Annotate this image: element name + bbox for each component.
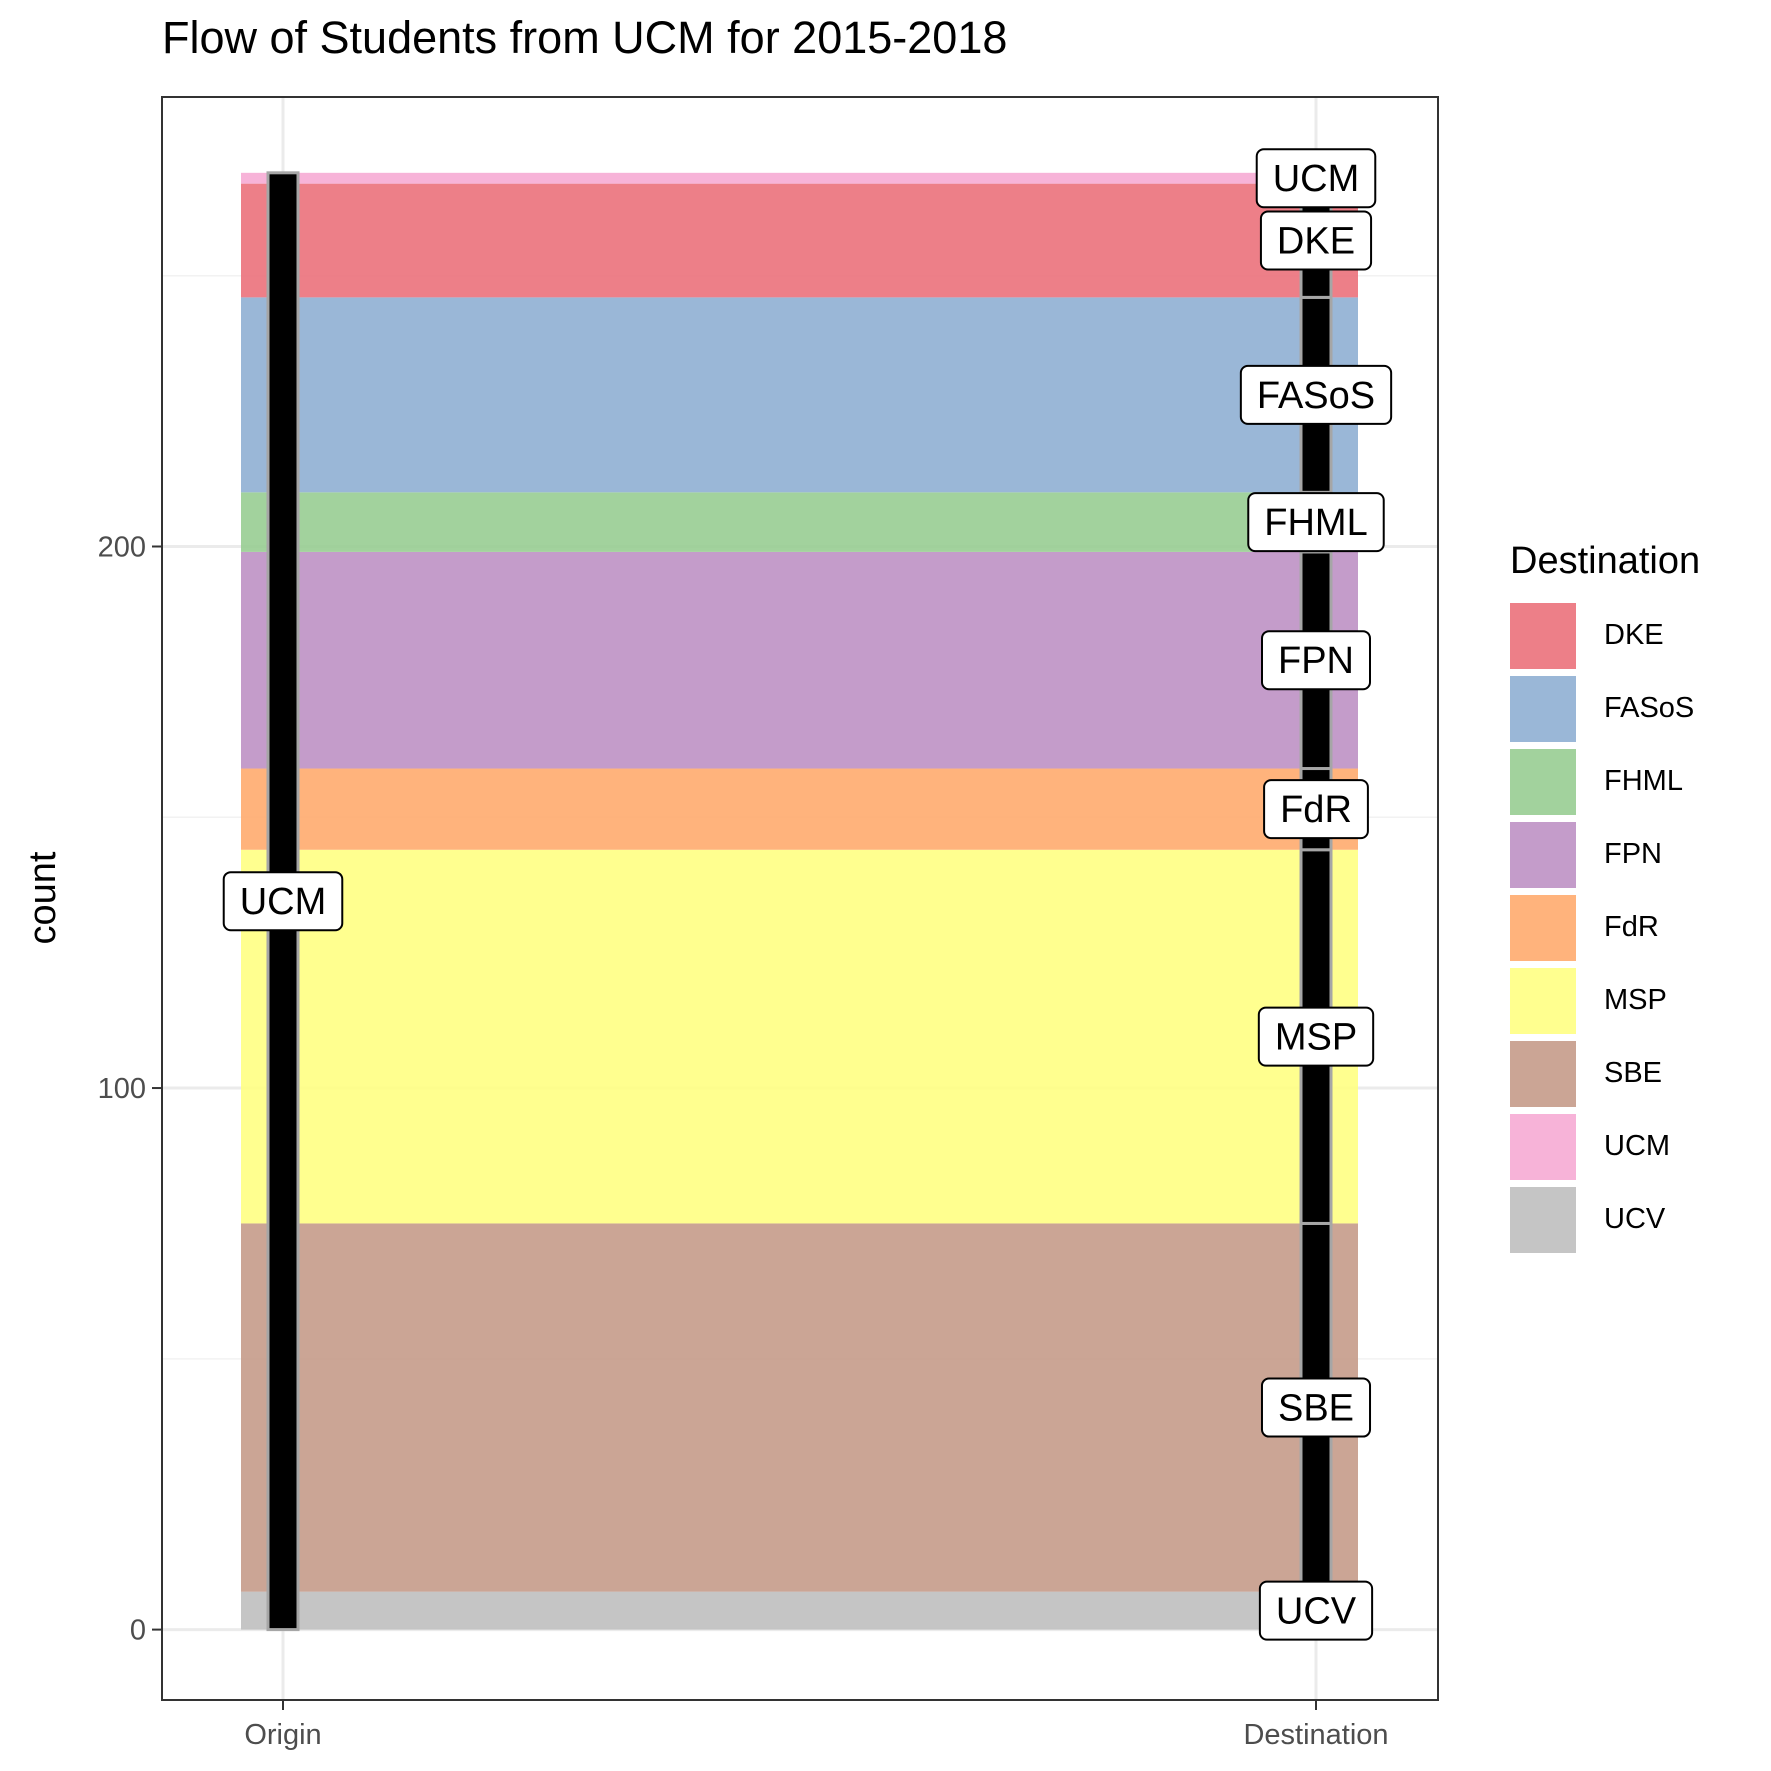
legend-label: UCM: [1604, 1130, 1671, 1162]
dest-label-ucm-text: UCM: [1273, 158, 1360, 200]
legend-label: UCV: [1604, 1203, 1666, 1235]
legend-key-sbe: [1510, 1040, 1576, 1107]
flow-band-fasos: [241, 297, 1358, 493]
legend-label: FHML: [1604, 765, 1683, 797]
dest-label-fhml: FHML: [1247, 492, 1385, 553]
y-tick-label: 0: [130, 1615, 146, 1647]
legend-item-fasos: FASoS: [1510, 672, 1700, 745]
dest-label-msp-text: MSP: [1275, 1017, 1357, 1059]
dest-label-ucv: UCV: [1258, 1580, 1374, 1641]
flow-band-dke: [241, 183, 1358, 298]
dest-label-fdr-text: FdR: [1280, 789, 1352, 831]
dest-label-fdr-box: [1263, 779, 1369, 840]
y-axis-title: count: [22, 851, 64, 944]
origin-label-box: [222, 871, 344, 932]
dest-label-fasos: FASoS: [1239, 364, 1393, 425]
dest-label-fhml-box: [1247, 492, 1385, 553]
dest-label-fhml-text: FHML: [1264, 502, 1367, 544]
legend-item-fhml: FHML: [1510, 745, 1700, 818]
origin-label: UCM: [222, 871, 344, 932]
axes: 0 100 200 Origin Destination: [98, 531, 1389, 1751]
origin-label-text: UCM: [240, 881, 327, 923]
legend-key-msp: [1510, 967, 1576, 1034]
dest-label-ucm-box: [1255, 148, 1377, 209]
legend-items: DKE FASoS FHML FPN FdR MSP SBE UCM UCV: [1510, 599, 1700, 1256]
dest-label-fpn-box: [1261, 630, 1371, 691]
stratum-labels: UCM UCV SBE MSP FdR FPN FHML FASoS DKE UCM: [222, 148, 1393, 1641]
dest-label-sbe-text: SBE: [1278, 1388, 1354, 1430]
flow-band-sbe: [241, 1223, 1358, 1592]
dest-label-ucm: UCM: [1255, 148, 1377, 209]
legend-item-dke: DKE: [1510, 599, 1700, 672]
legend-key-dke: [1510, 602, 1576, 669]
legend-item-sbe: SBE: [1510, 1037, 1700, 1110]
dest-label-msp: MSP: [1257, 1006, 1375, 1067]
legend-key-fhml: [1510, 748, 1576, 815]
flow-band-ucv: [241, 1591, 1358, 1630]
legend-title: Destination: [1510, 540, 1701, 582]
dest-label-ucv-box: [1258, 1580, 1374, 1641]
legend-key-fdr: [1510, 894, 1576, 961]
legend-key-fasos: [1510, 675, 1576, 742]
dest-label-dke-text: DKE: [1277, 221, 1355, 263]
legend-item-fdr: FdR: [1510, 891, 1700, 964]
legend-label: FASoS: [1604, 692, 1695, 724]
x-tick-label: Destination: [1243, 1719, 1388, 1751]
dest-label-ucv-text: UCV: [1276, 1591, 1357, 1633]
dest-label-fpn-text: FPN: [1278, 640, 1354, 682]
panel-border: [161, 96, 1439, 1701]
dest-label-dke-box: [1259, 210, 1373, 271]
legend-label: SBE: [1604, 1057, 1663, 1089]
legend-key-ucv: [1510, 1186, 1576, 1253]
flow-bands: [241, 172, 1358, 1630]
y-tick-label: 100: [98, 1073, 146, 1105]
legend: Destination DKE FASoS FHML FPN FdR MSP SBE UCM U…: [1510, 540, 1700, 1256]
dest-label-dke: DKE: [1259, 210, 1373, 271]
dest-label-fasos-text: FASoS: [1257, 375, 1375, 417]
x-tick-label: Origin: [244, 1719, 321, 1751]
legend-label: FPN: [1604, 838, 1662, 870]
legend-item-ucv: UCV: [1510, 1183, 1700, 1256]
dest-label-fasos-box: [1239, 364, 1393, 425]
flow-band-fpn: [241, 551, 1358, 769]
flow-band-ucm: [241, 172, 1358, 184]
flow-band-fdr: [241, 768, 1358, 850]
legend-label: MSP: [1604, 984, 1667, 1016]
dest-label-sbe: SBE: [1260, 1377, 1372, 1438]
legend-label: DKE: [1604, 619, 1664, 651]
legend-item-fpn: FPN: [1510, 818, 1700, 891]
legend-item-ucm: UCM: [1510, 1110, 1700, 1183]
dest-label-sbe-box: [1260, 1377, 1372, 1438]
legend-key-ucm: [1510, 1113, 1576, 1180]
flow-band-msp: [241, 849, 1358, 1224]
y-tick-label: 200: [98, 531, 146, 563]
legend-label: FdR: [1604, 911, 1659, 943]
chart-title: Flow of Students from UCM for 2015-2018: [162, 12, 1008, 63]
dest-label-fpn: FPN: [1261, 630, 1371, 691]
flow-band-fhml: [241, 492, 1358, 552]
dest-label-msp-box: [1257, 1006, 1375, 1067]
legend-item-msp: MSP: [1510, 964, 1700, 1037]
dest-label-fdr: FdR: [1263, 779, 1369, 840]
legend-key-fpn: [1510, 821, 1576, 888]
